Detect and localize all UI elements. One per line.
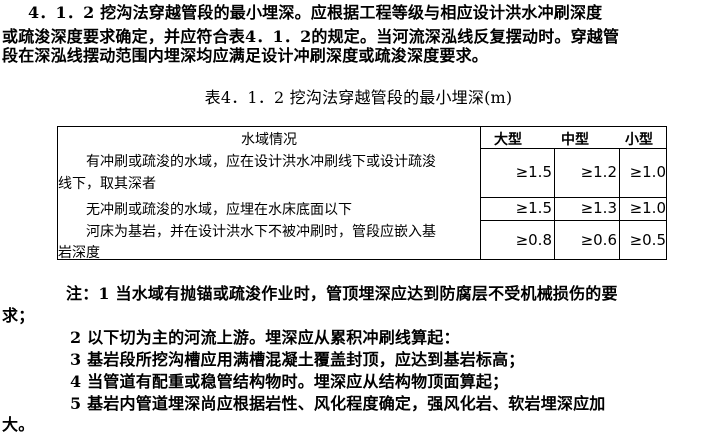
- row-desc: 无冲刷或疏浚的水域，应埋在水床底面以下: [86, 202, 352, 218]
- note-line: 4 当管道有配重或稳管结构物时。埋深应从结构物顶面算起；: [70, 372, 509, 391]
- paragraph-line: 或疏浚深度要求确定，并应符合表4．1．2的规定。当河流深泓线反复摆动时。穿越管: [2, 27, 620, 46]
- header-large: 大型: [494, 132, 522, 148]
- value-small: ≥1.0: [629, 163, 666, 181]
- note-line: 3 基岩段所挖沟槽应用满槽混凝土覆盖封顶，应达到基岩标高；: [70, 350, 525, 369]
- header-small: 小型: [625, 132, 653, 148]
- divider: [480, 197, 666, 198]
- row-desc: 河床为基岩，并在设计洪水下不被冲刷时，管段应嵌入基: [86, 224, 436, 240]
- paragraph-line: 4．1．2 挖沟法穿越管段的最小埋深。应根据工程等级与相应设计洪水冲刷深度: [28, 3, 603, 22]
- row-desc: 线下，取其深者: [58, 176, 156, 192]
- header-medium: 中型: [561, 132, 589, 148]
- header-water-condition: 水域情况: [241, 132, 297, 148]
- divider: [480, 127, 481, 259]
- row-desc: 有冲刷或疏浚的水域，应在设计洪水冲刷线下或设计疏浚: [86, 154, 436, 170]
- value-large: ≥0.8: [515, 231, 552, 249]
- value-large: ≥1.5: [515, 163, 552, 181]
- min-burial-depth-table: 水域情况 大型 中型 小型 有冲刷或疏浚的水域，应在设计洪水冲刷线下或设计疏浚 …: [57, 126, 667, 261]
- row-desc: 岩深度: [58, 245, 100, 261]
- divider: [554, 148, 555, 259]
- table-caption: 表4．1．2 挖沟法穿越管段的最小埋深(m): [204, 88, 513, 107]
- value-medium: ≥1.2: [580, 163, 617, 181]
- note-line: 大。: [2, 415, 35, 434]
- note-line: 5 基岩内管道埋深尚应根据岩性、风化程度确定，强风化岩、软岩埋深应加: [70, 394, 606, 413]
- divider: [619, 148, 620, 259]
- divider: [480, 220, 666, 221]
- divider: [480, 148, 666, 149]
- value-large: ≥1.5: [515, 199, 552, 217]
- note-line: 2 以下切为主的河流上游。埋深应从累积冲刷线算起：: [70, 328, 460, 347]
- value-medium: ≥0.6: [580, 231, 617, 249]
- note-line: 求；: [2, 306, 35, 325]
- value-small: ≥0.5: [629, 231, 666, 249]
- note-line: 注：1 当水域有抛锚或疏浚作业时，管顶埋深应达到防腐层不受机械损伤的要: [66, 284, 618, 303]
- paragraph-line: 段在深泓线摆动范围内埋深均应满足设计冲刷深度或疏浚深度要求。: [2, 46, 489, 65]
- value-small: ≥1.0: [629, 199, 666, 217]
- value-medium: ≥1.3: [580, 199, 617, 217]
